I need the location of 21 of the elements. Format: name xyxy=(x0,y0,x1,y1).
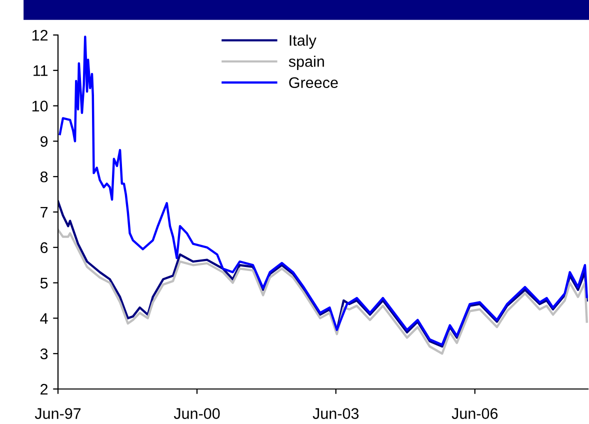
y-tick-label: 3 xyxy=(40,348,48,360)
y-tick-label: 7 xyxy=(40,207,48,218)
y-tick-label: 6 xyxy=(40,242,48,254)
line-series xyxy=(58,228,588,355)
legend-label: Greece xyxy=(289,77,338,88)
line-series xyxy=(58,36,588,346)
line-series xyxy=(58,200,588,348)
y-tick-label: 8 xyxy=(40,171,48,182)
x-tick-label: Jun-00 xyxy=(174,408,220,419)
y-tick-label: 4 xyxy=(40,313,48,324)
y-tick-label: 5 xyxy=(40,278,48,288)
y-tick-label: 10 xyxy=(32,100,48,112)
legend-label: spain xyxy=(288,56,324,70)
x-tick-label: Jun-97 xyxy=(34,408,81,419)
legend-label: Italy xyxy=(290,34,316,49)
y-tick-label: 2 xyxy=(40,384,48,395)
x-tick-label: Jun-06 xyxy=(452,408,498,419)
y-tick-label: 9 xyxy=(40,136,48,147)
y-tick-label: 12 xyxy=(32,30,48,41)
x-tick-label: Jun-03 xyxy=(312,408,359,419)
y-tick-label: 11 xyxy=(34,65,48,76)
